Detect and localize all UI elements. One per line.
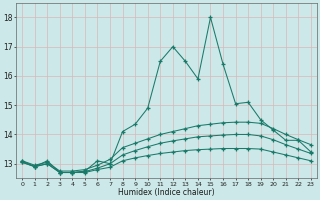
X-axis label: Humidex (Indice chaleur): Humidex (Indice chaleur)	[118, 188, 215, 197]
